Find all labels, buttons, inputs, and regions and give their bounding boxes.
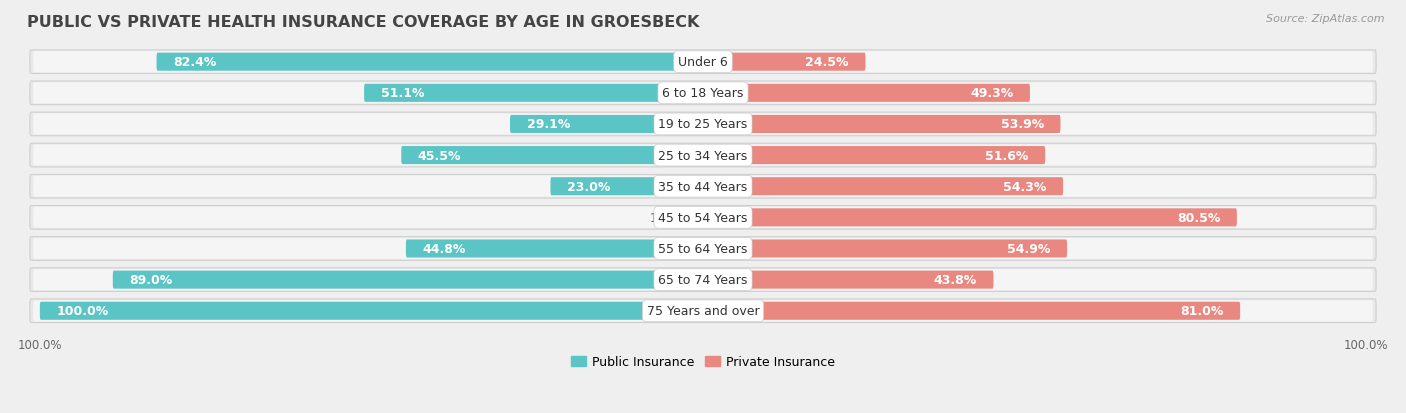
Text: 6 to 18 Years: 6 to 18 Years [662,87,744,100]
FancyBboxPatch shape [30,268,1376,292]
FancyBboxPatch shape [34,83,1372,104]
Text: 44.8%: 44.8% [422,242,465,255]
FancyBboxPatch shape [39,302,703,320]
FancyBboxPatch shape [703,178,1063,196]
Text: 89.0%: 89.0% [129,273,173,287]
Text: 43.8%: 43.8% [934,273,977,287]
FancyBboxPatch shape [703,85,1031,102]
FancyBboxPatch shape [551,178,703,196]
Text: 1.8%: 1.8% [650,211,681,224]
FancyBboxPatch shape [30,113,1376,136]
Text: 75 Years and over: 75 Years and over [647,304,759,318]
Text: 55 to 64 Years: 55 to 64 Years [658,242,748,255]
Text: 25 to 34 Years: 25 to 34 Years [658,149,748,162]
Text: 45.5%: 45.5% [418,149,461,162]
FancyBboxPatch shape [703,209,1237,227]
Text: 51.1%: 51.1% [381,87,425,100]
FancyBboxPatch shape [112,271,703,289]
Text: 35 to 44 Years: 35 to 44 Years [658,180,748,193]
Text: 82.4%: 82.4% [173,56,217,69]
FancyBboxPatch shape [34,238,1372,259]
FancyBboxPatch shape [34,207,1372,228]
Legend: Public Insurance, Private Insurance: Public Insurance, Private Insurance [567,350,839,373]
Text: Under 6: Under 6 [678,56,728,69]
FancyBboxPatch shape [692,209,703,227]
Text: 100.0%: 100.0% [56,304,108,318]
Text: 19 to 25 Years: 19 to 25 Years [658,118,748,131]
FancyBboxPatch shape [30,206,1376,230]
FancyBboxPatch shape [34,145,1372,166]
Text: 29.1%: 29.1% [527,118,569,131]
FancyBboxPatch shape [34,52,1372,73]
FancyBboxPatch shape [156,54,703,71]
FancyBboxPatch shape [30,144,1376,168]
FancyBboxPatch shape [406,240,703,258]
FancyBboxPatch shape [703,116,1060,134]
FancyBboxPatch shape [401,147,703,165]
FancyBboxPatch shape [510,116,703,134]
FancyBboxPatch shape [703,302,1240,320]
Text: 45 to 54 Years: 45 to 54 Years [658,211,748,224]
Text: 65 to 74 Years: 65 to 74 Years [658,273,748,287]
Text: 54.9%: 54.9% [1007,242,1050,255]
FancyBboxPatch shape [364,85,703,102]
FancyBboxPatch shape [34,114,1372,135]
FancyBboxPatch shape [34,300,1372,322]
FancyBboxPatch shape [703,240,1067,258]
Text: 23.0%: 23.0% [567,180,610,193]
FancyBboxPatch shape [30,51,1376,74]
FancyBboxPatch shape [703,147,1045,165]
Text: 80.5%: 80.5% [1177,211,1220,224]
Text: 81.0%: 81.0% [1180,304,1223,318]
FancyBboxPatch shape [30,82,1376,105]
Text: 49.3%: 49.3% [970,87,1014,100]
FancyBboxPatch shape [30,237,1376,261]
FancyBboxPatch shape [30,299,1376,323]
Text: Source: ZipAtlas.com: Source: ZipAtlas.com [1267,14,1385,24]
Text: 54.3%: 54.3% [1002,180,1046,193]
FancyBboxPatch shape [30,175,1376,199]
FancyBboxPatch shape [703,271,994,289]
Text: 53.9%: 53.9% [1001,118,1043,131]
Text: PUBLIC VS PRIVATE HEALTH INSURANCE COVERAGE BY AGE IN GROESBECK: PUBLIC VS PRIVATE HEALTH INSURANCE COVER… [27,15,699,30]
Text: 51.6%: 51.6% [986,149,1029,162]
FancyBboxPatch shape [703,54,866,71]
FancyBboxPatch shape [34,176,1372,197]
FancyBboxPatch shape [34,269,1372,290]
Text: 24.5%: 24.5% [806,56,849,69]
